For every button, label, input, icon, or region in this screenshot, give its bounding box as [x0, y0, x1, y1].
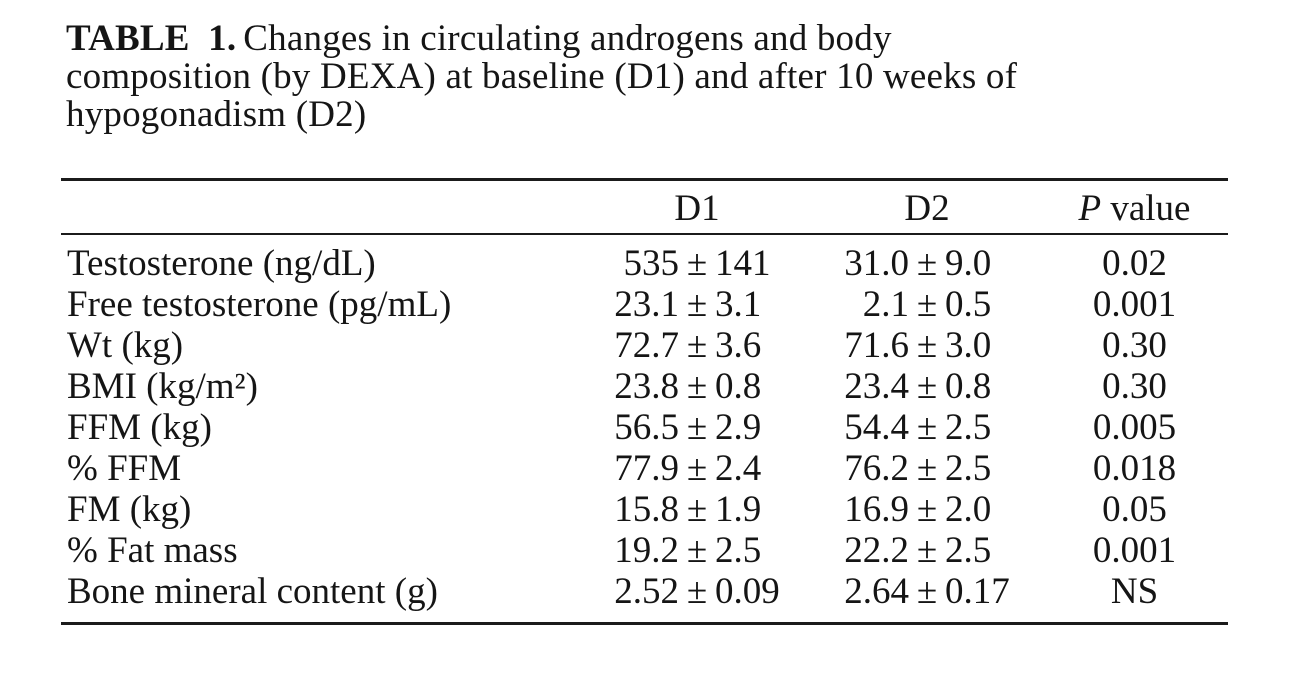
table-row: FFM (kg) 56.5 ± 2.9 54.4 ± 2.5 0.005 [61, 407, 1228, 448]
plus-minus-sign: ± [686, 366, 708, 407]
d1-error: 0.8 [715, 366, 762, 407]
d1-error: 2.9 [715, 407, 762, 448]
plus-minus-sign: ± [686, 571, 708, 612]
d1-value: 23.8 [614, 366, 679, 407]
plus-minus-sign: ± [916, 448, 938, 489]
p-value: 0.05 [1102, 489, 1167, 530]
p-value: 0.018 [1092, 448, 1177, 489]
p-value: NS [1110, 571, 1159, 612]
d1-error: 3.6 [715, 325, 762, 366]
header-p-italic: P [1078, 188, 1102, 229]
d2-value: 2.64 [844, 571, 909, 612]
plus-minus-sign: ± [916, 325, 938, 366]
caption-line-3: hypogonadism (D2) [66, 94, 367, 135]
d2-value: 22.2 [844, 530, 909, 571]
row-label: % FFM [67, 448, 182, 489]
plus-minus-sign: ± [686, 530, 708, 571]
d1-error: 0.09 [715, 571, 780, 612]
d2-error: 2.5 [945, 448, 992, 489]
row-label: % Fat mass [67, 530, 238, 571]
d2-value: 2.1 [862, 284, 909, 325]
d2-value: 23.4 [844, 366, 909, 407]
d2-error: 0.8 [945, 366, 992, 407]
plus-minus-sign: ± [916, 407, 938, 448]
d1-error: 1.9 [715, 489, 762, 530]
caption-table-number: TABLE 1. [66, 18, 237, 59]
plus-minus-sign: ± [686, 448, 708, 489]
d2-error: 3.0 [945, 325, 992, 366]
d1-error: 141 [715, 243, 771, 284]
table-row: FM (kg) 15.8 ± 1.9 16.9 ± 2.0 0.05 [61, 489, 1228, 530]
row-label: Free testosterone (pg/mL) [67, 284, 452, 325]
d1-value: 56.5 [614, 407, 679, 448]
row-label: Bone mineral content (g) [67, 571, 438, 612]
plus-minus-sign: ± [686, 325, 708, 366]
d2-error: 9.0 [945, 243, 992, 284]
row-label: Wt (kg) [67, 325, 184, 366]
plus-minus-sign: ± [916, 489, 938, 530]
data-table: D1 D2 P value Testosterone (ng/dL) 535 ±… [61, 178, 1228, 625]
d2-error: 2.5 [945, 407, 992, 448]
table-row: Testosterone (ng/dL) 535 ± 141 31.0 ± 9.… [61, 243, 1228, 284]
d1-value: 15.8 [614, 489, 679, 530]
d1-value: 77.9 [614, 448, 679, 489]
d2-error: 0.5 [945, 284, 992, 325]
table-caption: TABLE 1. Changes in circulating androgens… [66, 20, 1017, 134]
plus-minus-sign: ± [686, 407, 708, 448]
row-label: FM (kg) [67, 489, 192, 530]
d2-value: 31.0 [844, 243, 909, 284]
plus-minus-sign: ± [686, 489, 708, 530]
d1-value: 535 [623, 243, 680, 284]
p-value: 0.001 [1092, 530, 1177, 571]
header-p-rest: value [1101, 188, 1191, 229]
plus-minus-sign: ± [916, 243, 938, 284]
p-value: 0.30 [1102, 366, 1167, 407]
d1-value: 23.1 [614, 284, 679, 325]
table-row: Wt (kg) 72.7 ± 3.6 71.6 ± 3.0 0.30 [61, 325, 1228, 366]
d1-value: 19.2 [614, 530, 679, 571]
plus-minus-sign: ± [916, 366, 938, 407]
d2-value: 71.6 [844, 325, 909, 366]
plus-minus-sign: ± [916, 530, 938, 571]
p-value: 0.005 [1092, 407, 1177, 448]
header-d2: D2 [904, 188, 950, 229]
table-header-row: D1 D2 P value [61, 178, 1228, 235]
p-value: 0.02 [1102, 243, 1167, 284]
p-value: 0.001 [1092, 284, 1177, 325]
table-row: % FFM 77.9 ± 2.4 76.2 ± 2.5 0.018 [61, 448, 1228, 489]
p-value: 0.30 [1102, 325, 1167, 366]
d1-value: 2.52 [614, 571, 679, 612]
d2-error: 0.17 [945, 571, 1010, 612]
d1-error: 3.1 [715, 284, 762, 325]
table-row: Free testosterone (pg/mL) 23.1 ± 3.1 2.1… [61, 284, 1228, 325]
d1-error: 2.5 [715, 530, 762, 571]
header-p-value: P value [1041, 190, 1228, 227]
plus-minus-sign: ± [916, 571, 938, 612]
caption-line-1-text: Changes in circulating androgens and bod… [243, 18, 892, 59]
row-label: Testosterone (ng/dL) [67, 243, 376, 284]
row-label: FFM (kg) [67, 407, 212, 448]
d1-value: 72.7 [614, 325, 679, 366]
table-row: % Fat mass 19.2 ± 2.5 22.2 ± 2.5 0.001 [61, 530, 1228, 571]
table-body: Testosterone (ng/dL) 535 ± 141 31.0 ± 9.… [61, 235, 1228, 625]
d2-error: 2.5 [945, 530, 992, 571]
row-label: BMI (kg/m²) [67, 366, 258, 407]
d2-value: 16.9 [844, 489, 909, 530]
plus-minus-sign: ± [686, 284, 708, 325]
d2-value: 76.2 [844, 448, 909, 489]
caption-line-2: composition (by DEXA) at baseline (D1) a… [66, 56, 1018, 97]
caption-line-1: TABLE 1. Changes in circulating androgens… [66, 20, 1017, 58]
table-row: BMI (kg/m²) 23.8 ± 0.8 23.4 ± 0.8 0.30 [61, 366, 1228, 407]
plus-minus-sign: ± [916, 284, 938, 325]
d2-error: 2.0 [945, 489, 992, 530]
d2-value: 54.4 [844, 407, 909, 448]
header-empty-cell [61, 190, 581, 227]
plus-minus-sign: ± [686, 243, 708, 284]
table-row: Bone mineral content (g) 2.52 ± 0.09 2.6… [61, 571, 1228, 612]
d1-error: 2.4 [715, 448, 762, 489]
header-d1: D1 [674, 188, 720, 229]
